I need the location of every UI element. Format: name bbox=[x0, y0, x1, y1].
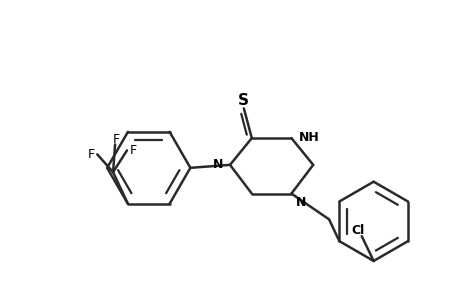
Text: S: S bbox=[237, 93, 248, 108]
Text: F: F bbox=[129, 144, 136, 157]
Text: N: N bbox=[295, 196, 305, 208]
Text: F: F bbox=[112, 133, 119, 146]
Text: F: F bbox=[88, 148, 95, 161]
Text: Cl: Cl bbox=[350, 224, 364, 237]
Text: NH: NH bbox=[299, 130, 319, 144]
Text: N: N bbox=[212, 158, 223, 171]
